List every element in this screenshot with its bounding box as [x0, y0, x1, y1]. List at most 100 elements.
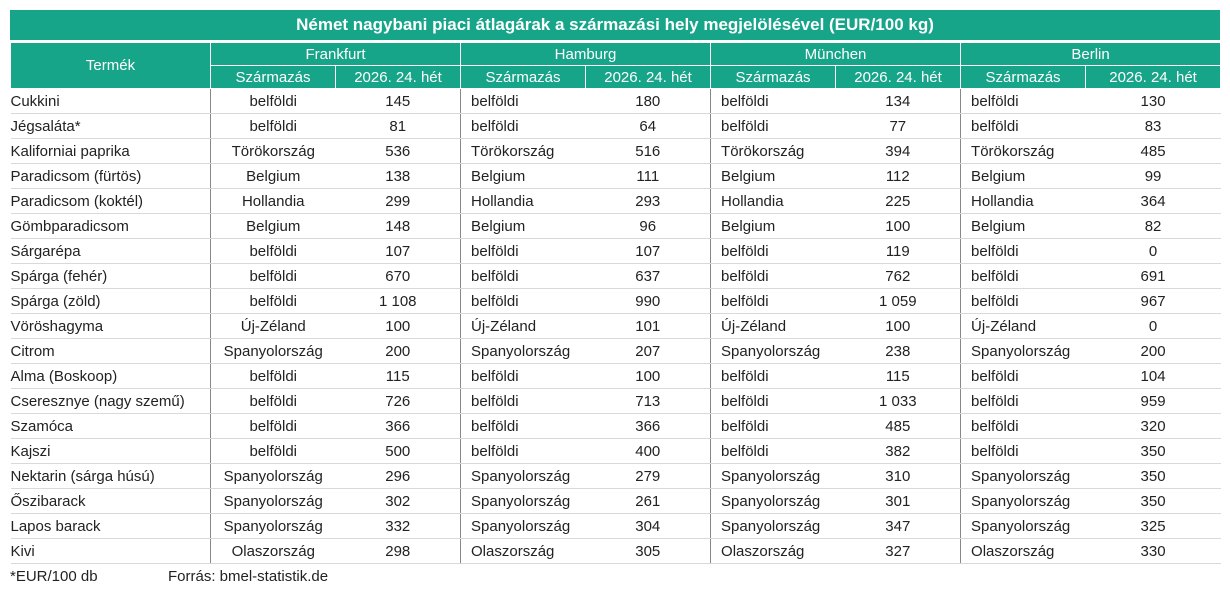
table-body: Cukkini belföldi 145 belföldi 180 belföldi 134…	[10, 88, 1221, 564]
origin-cell: Spanyolország	[710, 463, 836, 489]
origin-cell: Olaszország	[960, 538, 1086, 564]
price-cell: 350	[1085, 463, 1221, 489]
origin-cell: belföldi	[460, 238, 586, 264]
origin-cell: belföldi	[960, 113, 1086, 139]
price-cell: 536	[335, 138, 461, 164]
origin-cell: belföldi	[960, 388, 1086, 414]
price-cell: 77	[835, 113, 961, 139]
origin-cell: Hollandia	[710, 188, 836, 214]
price-cell: 207	[585, 338, 711, 364]
origin-cell: Spanyolország	[210, 338, 336, 364]
origin-header: Származás	[460, 65, 587, 89]
price-cell: 298	[335, 538, 461, 564]
product-cell: Kaliforniai paprika	[10, 138, 211, 164]
product-cell: Kajszi	[10, 438, 211, 464]
price-cell: 691	[1085, 263, 1221, 289]
origin-cell: belföldi	[960, 413, 1086, 439]
price-cell: 100	[335, 313, 461, 339]
table-row: Spárga (zöld) belföldi 1 108 belföldi 990 bel…	[10, 288, 1221, 314]
table-row: Jégsaláta* belföldi 81 belföldi 64 belföldi 77…	[10, 113, 1221, 139]
product-cell: Spárga (fehér)	[10, 263, 211, 289]
price-cell: 967	[1085, 288, 1221, 314]
price-cell: 148	[335, 213, 461, 239]
table-container: Német nagybani piaci átlagárak a származ…	[10, 10, 1222, 564]
table-row: Őszibarack Spanyolország 302 Spanyolország 2…	[10, 488, 1221, 514]
price-cell: 200	[1085, 338, 1221, 364]
price-cell: 99	[1085, 163, 1221, 189]
price-cell: 1 059	[835, 288, 961, 314]
table-title: Német nagybani piaci átlagárak a származ…	[10, 10, 1220, 40]
price-cell: 394	[835, 138, 961, 164]
price-cell: 296	[335, 463, 461, 489]
origin-cell: belföldi	[210, 288, 336, 314]
price-cell: 200	[335, 338, 461, 364]
price-cell: 111	[585, 163, 711, 189]
price-cell: 0	[1085, 238, 1221, 264]
origin-cell: Hollandia	[210, 188, 336, 214]
price-cell: 101	[585, 313, 711, 339]
product-cell: Alma (Boskoop)	[10, 363, 211, 389]
origin-cell: Törökország	[460, 138, 586, 164]
price-cell: 104	[1085, 363, 1221, 389]
origin-cell: Belgium	[460, 213, 586, 239]
source: Forrás: bmel-statistik.de	[168, 568, 329, 585]
table-row: Paradicsom (fürtös) Belgium 138 Belgium 111 B…	[10, 163, 1221, 189]
origin-header: Származás	[710, 65, 837, 89]
price-cell: 726	[335, 388, 461, 414]
product-cell: Cseresznye (nagy szemű)	[10, 388, 211, 414]
table-row: Cseresznye (nagy szemű) belföldi 726 belföl…	[10, 388, 1221, 414]
origin-cell: Belgium	[460, 163, 586, 189]
price-cell: 301	[835, 488, 961, 514]
price-cell: 332	[335, 513, 461, 539]
product-cell: Spárga (zöld)	[10, 288, 211, 314]
origin-cell: belföldi	[460, 438, 586, 464]
table-row: Paradicsom (koktél) Hollandia 299 Hollandia…	[10, 188, 1221, 214]
price-cell: 304	[585, 513, 711, 539]
origin-cell: Belgium	[210, 213, 336, 239]
price-cell: 366	[585, 413, 711, 439]
table-row: Sárgarépa belföldi 107 belföldi 107 belföldi 1…	[10, 238, 1221, 264]
origin-cell: belföldi	[960, 363, 1086, 389]
price-cell: 130	[1085, 88, 1221, 114]
origin-cell: Spanyolország	[960, 488, 1086, 514]
table-row: Citrom Spanyolország 200 Spanyolország 207 Sp…	[10, 338, 1221, 364]
price-cell: 366	[335, 413, 461, 439]
price-cell: 180	[585, 88, 711, 114]
week-header: 2026. 24. hét	[334, 65, 462, 89]
price-cell: 330	[1085, 538, 1221, 564]
price-cell: 1 108	[335, 288, 461, 314]
origin-cell: belföldi	[960, 438, 1086, 464]
price-cell: 400	[585, 438, 711, 464]
origin-cell: belföldi	[710, 413, 836, 439]
table-row: Gömbparadicsom Belgium 148 Belgium 96 Belgium…	[10, 213, 1221, 239]
origin-cell: Spanyolország	[710, 488, 836, 514]
origin-cell: belföldi	[210, 263, 336, 289]
origin-cell: Spanyolország	[210, 488, 336, 514]
price-cell: 293	[585, 188, 711, 214]
footnote: *EUR/100 db	[10, 568, 98, 585]
price-cell: 670	[335, 263, 461, 289]
week-header: 2026. 24. hét	[1085, 65, 1222, 89]
price-cell: 100	[835, 313, 961, 339]
origin-cell: belföldi	[960, 288, 1086, 314]
origin-cell: Spanyolország	[710, 513, 836, 539]
origin-cell: Belgium	[960, 163, 1086, 189]
price-cell: 327	[835, 538, 961, 564]
origin-cell: belföldi	[210, 88, 336, 114]
price-cell: 305	[585, 538, 711, 564]
table-header: Termék Frankfurt Hamburg München Berlin Szá…	[10, 42, 1222, 89]
origin-cell: belföldi	[460, 363, 586, 389]
week-header: 2026. 24. hét	[585, 65, 712, 89]
origin-cell: belföldi	[960, 263, 1086, 289]
product-cell: Sárgarépa	[10, 238, 211, 264]
product-cell: Lapos barack	[10, 513, 211, 539]
price-cell: 1 033	[835, 388, 961, 414]
origin-cell: belföldi	[710, 113, 836, 139]
origin-cell: Spanyolország	[210, 513, 336, 539]
origin-cell: belföldi	[210, 413, 336, 439]
origin-cell: belföldi	[710, 263, 836, 289]
origin-cell: belföldi	[210, 363, 336, 389]
origin-cell: Spanyolország	[210, 463, 336, 489]
price-cell: 299	[335, 188, 461, 214]
origin-cell: belföldi	[710, 363, 836, 389]
